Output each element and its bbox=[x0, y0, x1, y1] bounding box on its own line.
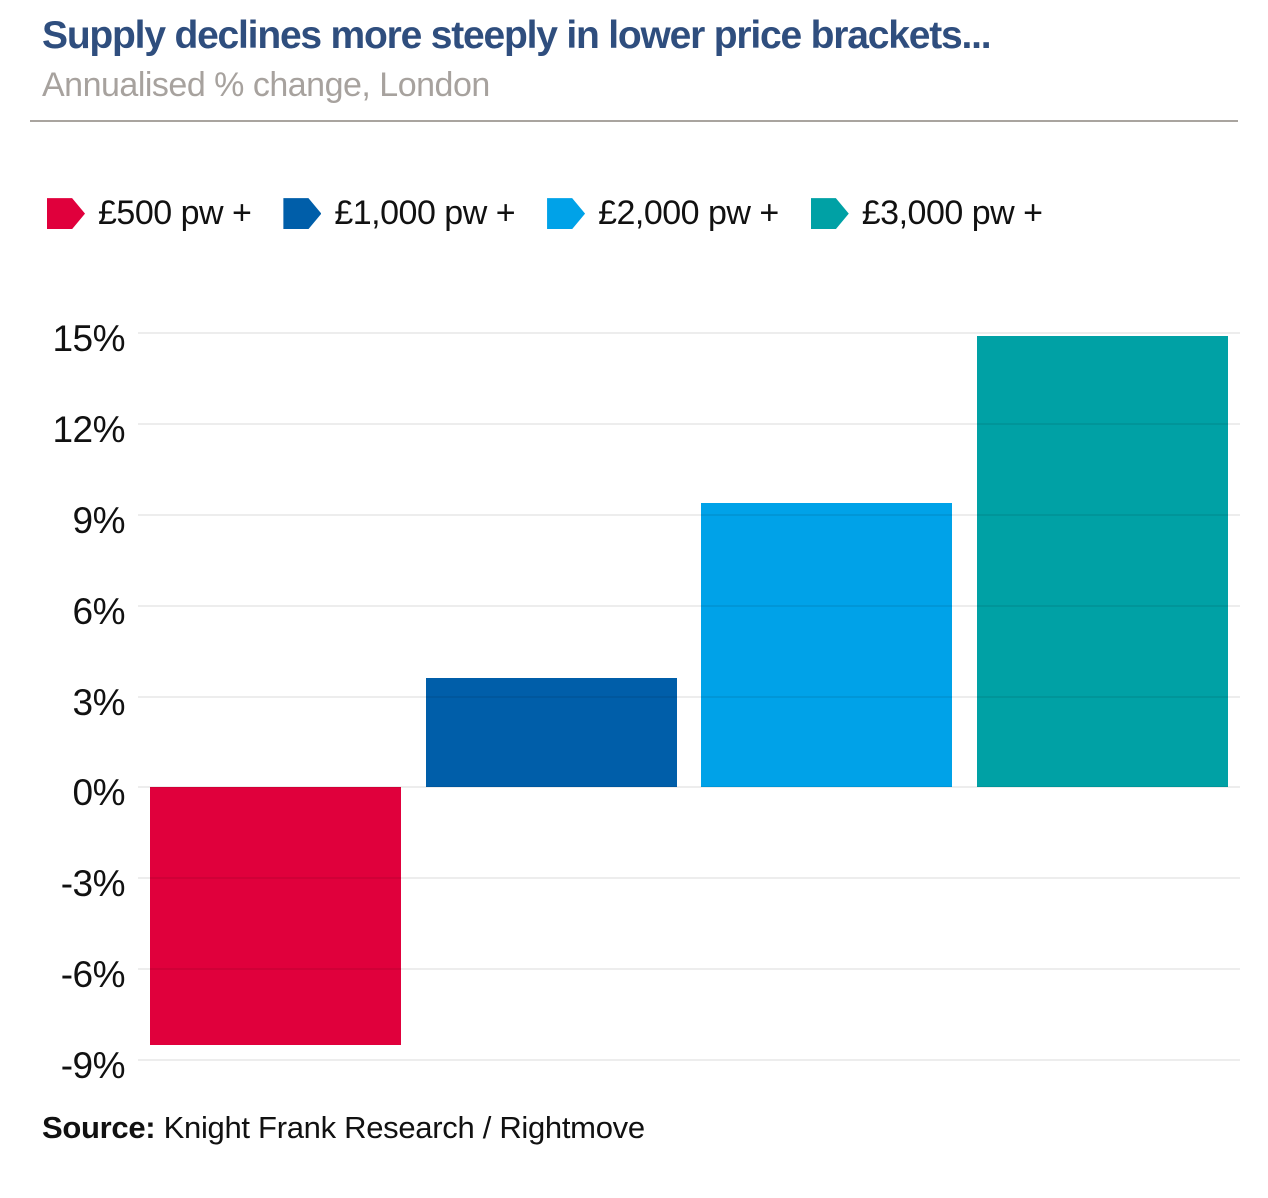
bar-1 bbox=[150, 787, 402, 1045]
header-divider bbox=[30, 120, 1238, 123]
source-text: Knight Frank Research / Rightmove bbox=[155, 1110, 645, 1146]
y-tick-label: 15% bbox=[52, 318, 125, 360]
gridline bbox=[138, 695, 1240, 698]
bar-slot bbox=[414, 333, 690, 1060]
chart-header: Supply declines more steeply in lower pr… bbox=[0, 0, 1268, 104]
plot-area bbox=[138, 332, 1241, 1062]
bar-slot bbox=[965, 333, 1241, 1060]
legend-swatch-icon bbox=[547, 198, 586, 230]
legend-item-4: £3,000 pw + bbox=[810, 194, 1043, 233]
y-tick-label: 12% bbox=[52, 408, 125, 450]
legend-label: £3,000 pw + bbox=[861, 194, 1043, 233]
y-tick-label: 6% bbox=[72, 590, 126, 632]
gridline bbox=[138, 513, 1240, 516]
bar-slot bbox=[689, 333, 965, 1060]
legend-item-1: £500 pw + bbox=[47, 194, 252, 233]
gridline bbox=[138, 422, 1240, 425]
gridline bbox=[138, 1059, 1240, 1062]
chart-legend: £500 pw + £1,000 pw + £2,000 pw + £3,000 pw… bbox=[47, 194, 1238, 233]
gridline bbox=[138, 877, 1240, 880]
legend-label: £2,000 pw + bbox=[598, 194, 779, 233]
bar-2 bbox=[425, 678, 677, 788]
legend-swatch-icon bbox=[283, 198, 322, 230]
gridline bbox=[138, 604, 1240, 607]
legend-swatch-icon bbox=[47, 198, 85, 230]
source-label: Source: bbox=[42, 1110, 156, 1146]
bar-4 bbox=[976, 336, 1228, 788]
legend-label: £1,000 pw + bbox=[334, 194, 516, 233]
y-axis: 15% 12% 9% 6% 3% 0% -3% -6% -9% bbox=[0, 319, 126, 1086]
chart-subtitle: Annualised % change, London bbox=[42, 65, 490, 104]
y-tick-label: -3% bbox=[60, 863, 126, 905]
y-tick-label: -6% bbox=[60, 954, 126, 996]
bar-chart: 15% 12% 9% 6% 3% 0% -3% -6% -9% bbox=[0, 319, 1268, 1086]
gridline bbox=[138, 968, 1240, 971]
chart-title: Supply declines more steeply in lower pr… bbox=[42, 14, 992, 57]
gridline bbox=[138, 786, 1240, 789]
y-tick-label: 3% bbox=[72, 681, 126, 723]
y-tick-label: -9% bbox=[60, 1045, 126, 1087]
source-line: Source: Knight Frank Research / Rightmov… bbox=[42, 1110, 1238, 1146]
bar-3 bbox=[701, 502, 953, 788]
legend-swatch-icon bbox=[810, 198, 849, 230]
legend-item-2: £1,000 pw + bbox=[283, 194, 516, 233]
gridline bbox=[138, 332, 1240, 335]
legend-item-3: £2,000 pw + bbox=[547, 194, 779, 233]
legend-label: £500 pw + bbox=[98, 194, 252, 233]
y-tick-label: 0% bbox=[72, 772, 126, 814]
y-tick-label: 9% bbox=[72, 499, 126, 541]
bar-slot bbox=[138, 333, 414, 1060]
